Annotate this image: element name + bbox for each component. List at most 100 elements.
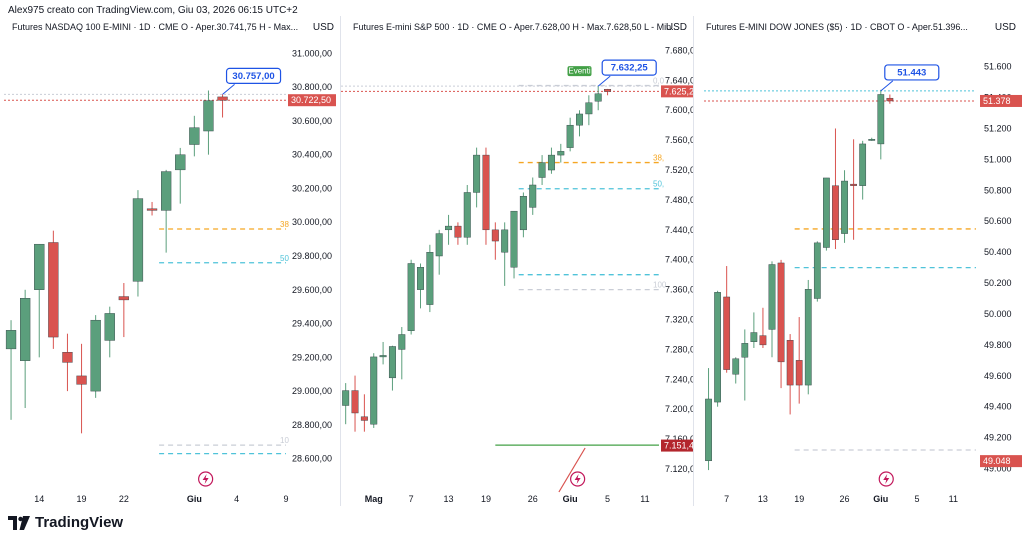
nasdaq-y-tick: 31.000,00: [292, 48, 332, 58]
sp500-candle-body: [454, 225, 462, 238]
sp500-candle-body: [547, 154, 555, 171]
dow-candle-body: [886, 97, 894, 102]
dow-candle-body: [777, 262, 785, 363]
nasdaq-candle-body: [189, 127, 200, 145]
sp500-candle-body: [351, 390, 359, 414]
dow-x-tick: Giu: [873, 494, 888, 504]
nasdaq-candle-body: [34, 243, 45, 290]
dow-y-tick: 49.000: [984, 464, 1012, 474]
sp500-trend-line: [558, 447, 586, 493]
dow-currency-label: USD: [994, 22, 1016, 33]
sp500-candle-body: [482, 154, 490, 231]
sp500-y-tick: 7.240,00: [665, 374, 693, 384]
dow-candle-body: [859, 143, 867, 186]
nasdaq-y-tick: 30.200,00: [292, 183, 332, 193]
nasdaq-fib-level-label: 10: [280, 436, 289, 445]
nasdaq-chart-pane[interactable]: 31.000,00 30.800,00 30.600,00 30.400,00 30.2…: [0, 16, 340, 506]
dow-last-price-label-bg: [980, 94, 1022, 107]
sp500-candle-body: [585, 102, 593, 115]
dow-y-tick: 50.200: [984, 278, 1012, 288]
nasdaq-chart-title: Futures NASDAQ 100 E-MINI · 1D · CME O -…: [12, 22, 299, 32]
sp500-x-tick: Giu: [563, 494, 578, 504]
dow-x-tick: 5: [915, 494, 920, 504]
nasdaq-candle-body: [175, 154, 186, 171]
sp500-y-tick: 7.400,00: [665, 255, 693, 265]
sp500-x-tick: 11: [640, 494, 649, 504]
sp500-candle-body: [604, 89, 612, 92]
sp500-chart-pane[interactable]: 7.680,00 7.640,00 7.600,00 7.560,00 7.520,00…: [341, 16, 693, 506]
dow-y-tick: 51.000: [984, 154, 1012, 164]
nasdaq-y-tick: 30.600,00: [292, 116, 332, 126]
nasdaq-x-tick: 4: [234, 494, 239, 504]
sp500-candle-body: [370, 356, 378, 425]
nasdaq-y-tick: 30.000,00: [292, 217, 332, 227]
nasdaq-currency-label: USD: [312, 22, 334, 33]
dow-candle-body: [741, 343, 749, 358]
chart-header: Alex975 creato con TradingView.com, Giu …: [8, 5, 298, 16]
sp500-candle-body: [519, 195, 527, 231]
nasdaq-chart-svg[interactable]: 31.000,00 30.800,00 30.600,00 30.400,00 30.2…: [0, 16, 340, 506]
dow-last-price-label: 51.378: [983, 96, 1011, 106]
tradingview-brand-text: TradingView: [35, 514, 124, 531]
nasdaq-candle-body: [132, 198, 144, 282]
sp500-extra-price-label: 7.151,40: [664, 441, 693, 451]
dow-candle-body: [823, 177, 830, 248]
dow-chart-pane[interactable]: 51.60051.40051.20051.00050.80050.60050.4…: [694, 16, 1024, 506]
nasdaq-y-tick: 29.200,00: [292, 352, 332, 362]
pane-divider[interactable]: [693, 16, 694, 506]
sp500-y-tick: 7.160,00: [665, 434, 693, 444]
sp500-callout-box: [601, 59, 657, 76]
nasdaq-y-tick: 29.000,00: [292, 386, 332, 396]
dow-candle-body: [714, 292, 721, 403]
nasdaq-candle-body: [5, 330, 17, 350]
sp500-candle-body: [398, 334, 406, 350]
nasdaq-y-tick: 28.600,00: [292, 454, 332, 464]
dow-y-tick: 51.200: [984, 123, 1012, 133]
dow-callout-box: [884, 64, 940, 81]
nasdaq-y-tick: 30.800,00: [292, 82, 332, 92]
nasdaq-candle-body: [217, 96, 228, 101]
dow-x-tick: 26: [840, 494, 850, 504]
dow-candle-body: [705, 398, 712, 462]
sp500-y-tick: 7.600,00: [665, 105, 693, 115]
dow-y-tick: 50.600: [984, 216, 1012, 226]
sp500-y-tick: 7.640,00: [665, 75, 693, 85]
nasdaq-callout-pointer: [222, 83, 235, 95]
sp500-candle-body: [491, 229, 499, 242]
dow-extra-price-label: 49.048: [983, 456, 1011, 466]
dow-candle-body: [768, 264, 776, 330]
dow-x-tick: 7: [724, 494, 729, 504]
sp500-last-price-label-bg: [661, 85, 693, 98]
sp500-x-tick: 13: [444, 494, 454, 504]
nasdaq-x-tick: 19: [77, 494, 87, 504]
dow-y-tick: 49.600: [984, 371, 1012, 381]
sp500-x-tick: Mag: [365, 494, 383, 504]
nasdaq-candle-body: [20, 298, 31, 361]
nasdaq-fib-level-label: 38: [280, 220, 289, 229]
dow-y-tick: 51.600: [984, 62, 1012, 72]
tradingview-footer[interactable]: TradingView: [8, 514, 123, 531]
sp500-candle-body: [576, 113, 583, 126]
sp500-fib-level-label: 0,0: [653, 77, 665, 86]
sp500-chart-svg[interactable]: 7.680,00 7.640,00 7.600,00 7.560,00 7.520,00…: [341, 16, 693, 506]
dow-y-tick: 50.400: [984, 247, 1012, 257]
dow-candle-body: [759, 335, 767, 346]
dow-chart-svg[interactable]: 51.60051.40051.20051.00050.80050.60050.4…: [694, 16, 1024, 506]
nasdaq-x-tick: 9: [283, 494, 288, 504]
nasdaq-candle-body: [104, 313, 115, 341]
sp500-candle-body: [501, 229, 509, 253]
dow-y-tick: 49.200: [984, 433, 1012, 443]
nasdaq-candle-body: [161, 171, 172, 211]
tradingview-logo-icon: [8, 515, 30, 530]
nasdaq-last-price-label-bg: [288, 94, 336, 107]
nasdaq-y-tick: 28.800,00: [292, 420, 332, 430]
dow-y-tick: 50.000: [984, 309, 1012, 319]
nasdaq-candle-body: [62, 352, 73, 363]
sp500-candle-body: [538, 162, 546, 178]
dow-y-tick: 50.800: [984, 185, 1012, 195]
dow-candle-body: [832, 185, 839, 240]
pane-divider[interactable]: [340, 16, 341, 506]
sp500-last-price-label: 7.625,25: [664, 86, 693, 96]
dow-candle-body: [723, 296, 731, 370]
sp500-y-tick: 7.440,00: [665, 225, 693, 235]
